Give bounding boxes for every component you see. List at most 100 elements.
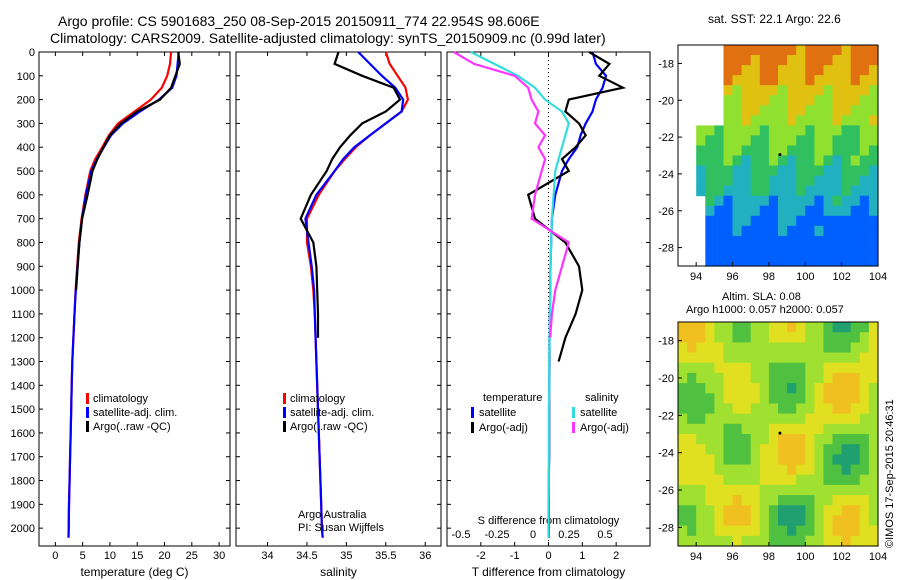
map-cell [678, 535, 688, 547]
argo-float-marker [778, 153, 782, 157]
x-tick-label: 5 [80, 550, 86, 562]
y-tick-label: 1000 [11, 285, 35, 297]
map-cell [868, 413, 879, 425]
map-cell [687, 403, 697, 415]
map-cell [723, 322, 734, 333]
map-cell [841, 342, 852, 354]
map-cell [805, 195, 815, 207]
x-tick-label: 15 [131, 550, 143, 562]
map-cell [814, 413, 825, 425]
map-cell [714, 155, 725, 167]
map-cell [705, 515, 715, 527]
map-cell [814, 383, 825, 394]
map-cell [787, 185, 797, 197]
map-cell [750, 484, 761, 496]
map-cell [841, 95, 852, 106]
map-cell [723, 55, 734, 66]
map-cell [868, 332, 879, 343]
legend-label: Argo(-adj) [580, 422, 629, 434]
map-cell [868, 484, 879, 496]
map-cell [732, 393, 743, 405]
map-cell [741, 525, 752, 537]
map-cell [805, 155, 815, 167]
map-cell [823, 225, 834, 237]
map-cell [732, 125, 743, 136]
map-frame [677, 321, 879, 547]
map-cell [805, 423, 815, 435]
map-cell [868, 135, 879, 146]
map-cell [759, 155, 770, 167]
map-cell [796, 155, 806, 167]
map-cell [741, 423, 752, 435]
map-cell [787, 423, 797, 435]
map-y-tick-label: -28 [658, 243, 674, 255]
map-cell [750, 195, 761, 207]
map-cell [723, 393, 734, 405]
map-cell [850, 95, 861, 106]
map-cell [750, 256, 761, 267]
map-cell [678, 362, 688, 374]
map-cell [859, 225, 870, 237]
map-cell [787, 95, 797, 106]
y-tick-label: 100 [17, 71, 35, 83]
map-cell [823, 245, 834, 257]
map-cell [796, 256, 806, 267]
map-cell [750, 403, 761, 415]
map-cell [868, 75, 879, 86]
map-cell [714, 474, 725, 486]
map-cell [805, 474, 815, 486]
map-cell [823, 484, 834, 496]
map-cell [732, 352, 743, 364]
map-cell [759, 256, 770, 267]
map-cell [787, 525, 797, 537]
map-cell [796, 332, 806, 343]
map-cell [768, 165, 779, 177]
map-cell [768, 65, 779, 76]
map-cell [832, 413, 843, 425]
map-cell [732, 515, 743, 527]
map-cell [841, 474, 852, 486]
map-cell [832, 403, 843, 415]
map-cell [832, 235, 843, 247]
map-cell [687, 322, 697, 333]
map-cell [823, 383, 834, 394]
map-cell [823, 322, 834, 333]
y-tick-label: 200 [17, 95, 35, 107]
map-cell [832, 515, 843, 527]
map-cell [768, 403, 779, 415]
map-cell [850, 155, 861, 167]
map-cell [814, 95, 825, 106]
map-cell [814, 205, 825, 217]
y-tick-label: 1200 [11, 333, 35, 345]
map-cell [687, 484, 697, 496]
map-cell [796, 484, 806, 496]
map-cell [859, 85, 870, 96]
legend-label: satellite [580, 407, 617, 419]
map-cell [796, 423, 806, 435]
map-cell [705, 145, 715, 157]
map-cell [759, 383, 770, 394]
map-cell [823, 135, 834, 146]
map-cell [687, 423, 697, 435]
map-cell [841, 332, 852, 343]
map-cell [832, 195, 843, 207]
profile-line [547, 51, 608, 538]
map-cell [732, 145, 743, 157]
map-cell [778, 423, 788, 435]
map-cell [805, 145, 815, 157]
map-cell [696, 322, 706, 333]
map-cell [814, 235, 825, 247]
map-cell [832, 383, 843, 394]
map-cell [823, 535, 834, 547]
map-cell [796, 115, 806, 126]
map-y-tick-label: -18 [658, 58, 674, 70]
map-cell [768, 225, 779, 237]
map-cell [705, 444, 715, 455]
map-cell [678, 495, 688, 506]
map-cell [732, 195, 743, 207]
map-cell [778, 55, 788, 66]
map-cell [850, 55, 861, 66]
map-cell [841, 75, 852, 86]
map-cell [768, 322, 779, 333]
map-cell [805, 185, 815, 197]
